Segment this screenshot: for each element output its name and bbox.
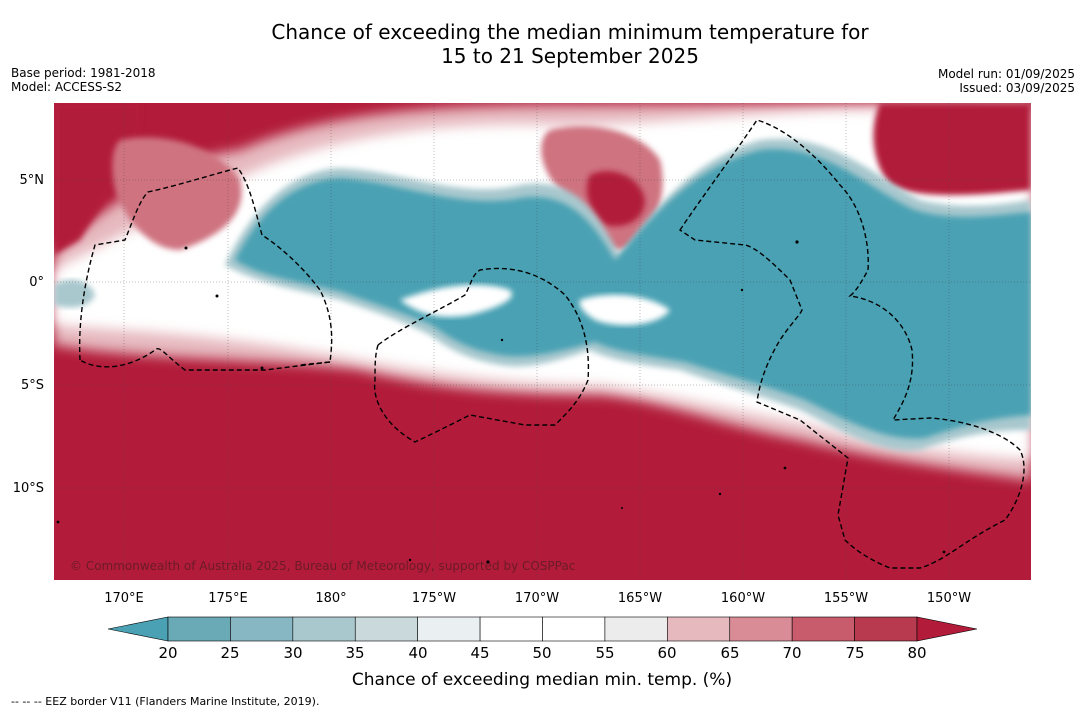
- colorbar-label-50: 50: [532, 644, 551, 662]
- map-gridlines: [54, 103, 1031, 580]
- colorbar-segment: [791, 616, 855, 642]
- colorbar-label-25: 25: [220, 644, 239, 662]
- lon-label-180: 180°: [315, 591, 346, 606]
- anomaly-cool-region: [235, 149, 1031, 439]
- colorbar-segment: [354, 616, 418, 642]
- map-area: © Commonwealth of Australia 2025, Bureau…: [54, 103, 1031, 580]
- eez-legend-footer: -- -- -- EEZ border V11 (Flanders Marine…: [11, 695, 320, 708]
- colorbar-label-55: 55: [595, 644, 614, 662]
- colorbar-segment: [854, 616, 918, 642]
- lon-label-170e: 170°E: [104, 591, 144, 606]
- lon-label-165w: 165°W: [618, 591, 662, 606]
- colorbar-label-60: 60: [657, 644, 676, 662]
- anomaly-neutral-patch: [579, 294, 670, 326]
- colorbar-title: Chance of exceeding median min. temp. (%…: [352, 670, 732, 690]
- anomaly-warm-northwest: [112, 137, 242, 250]
- lon-label-155w: 155°W: [824, 591, 868, 606]
- colorbar-segment: [729, 616, 793, 642]
- lon-label-160w: 160°W: [721, 591, 765, 606]
- colorbar-segment: [167, 616, 231, 642]
- colorbar-label-40: 40: [408, 644, 427, 662]
- colorbar-label-20: 20: [158, 644, 177, 662]
- lat-labels: 5°N 0° 5°S 10°S: [13, 173, 44, 496]
- eez-borders: [78, 119, 1025, 569]
- colorbar-label-80: 80: [907, 644, 926, 662]
- chart-title: Chance of exceeding the median minimum t…: [0, 20, 1085, 68]
- colorbar-label-65: 65: [720, 644, 739, 662]
- colorbar-segment: [230, 616, 294, 642]
- islands: [56, 240, 946, 564]
- anomaly-hot-patch-north: [586, 171, 645, 227]
- colorbar-segment: [542, 616, 606, 642]
- colorbar-segment: [417, 616, 481, 642]
- lat-label-0: 0°: [29, 275, 44, 290]
- lat-label-10s: 10°S: [13, 481, 44, 496]
- colorbar-segment: [479, 616, 543, 642]
- colorbar-label-70: 70: [782, 644, 801, 662]
- model-run: Model run: 01/09/2025: [937, 67, 1075, 81]
- issued-date: Issued: 03/09/2025: [959, 81, 1075, 95]
- lon-labels: 170°E 175°E 180° 175°W 170°W 165°W 160°W…: [104, 591, 971, 606]
- title-line-2: 15 to 21 September 2025: [441, 44, 699, 68]
- lon-label-175e: 175°E: [208, 591, 248, 606]
- colorbar-extend-low: [107, 616, 169, 642]
- colorbar: [107, 616, 978, 642]
- lon-label-170w: 170°W: [515, 591, 559, 606]
- meta-right: Model run: 01/09/2025 Issued: 03/09/2025: [938, 67, 1075, 95]
- anomaly-hot-northeast: [873, 103, 1031, 195]
- meta-left: Base period: 1981-2018 Model: ACCESS-S2: [11, 66, 156, 94]
- colorbar-segment: [667, 616, 731, 642]
- colorbar-labels: 20 25 30 35 40 45 50 55 60 65 70 75 80: [158, 644, 926, 662]
- copyright-notice: © Commonwealth of Australia 2025, Bureau…: [70, 559, 575, 573]
- lon-label-175w: 175°W: [412, 591, 456, 606]
- title-line-1: Chance of exceeding the median minimum t…: [271, 20, 869, 44]
- colorbar-label-75: 75: [845, 644, 864, 662]
- colorbar-label-45: 45: [470, 644, 489, 662]
- lat-label-5s: 5°S: [21, 378, 44, 393]
- colorbar-label-35: 35: [345, 644, 364, 662]
- colorbar-segment: [292, 616, 356, 642]
- lat-label-5n: 5°N: [20, 173, 45, 188]
- colorbar-segment: [604, 616, 668, 642]
- lon-label-150w: 150°W: [927, 591, 971, 606]
- model-name: Model: ACCESS-S2: [11, 80, 123, 94]
- colorbar-extend-high: [916, 616, 978, 642]
- colorbar-label-30: 30: [283, 644, 302, 662]
- base-period: Base period: 1981-2018: [11, 66, 156, 80]
